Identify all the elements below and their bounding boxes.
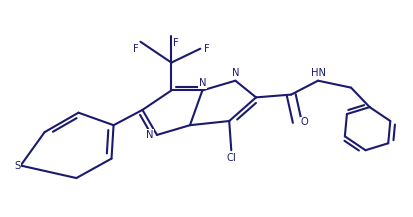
Text: N: N bbox=[199, 78, 206, 88]
Text: HN: HN bbox=[311, 68, 325, 79]
Text: S: S bbox=[14, 161, 21, 171]
Text: F: F bbox=[133, 44, 138, 54]
Text: F: F bbox=[204, 44, 210, 54]
Text: N: N bbox=[232, 68, 239, 79]
Text: N: N bbox=[146, 130, 154, 140]
Text: O: O bbox=[301, 117, 309, 127]
Text: Cl: Cl bbox=[226, 153, 236, 163]
Text: F: F bbox=[173, 38, 179, 48]
